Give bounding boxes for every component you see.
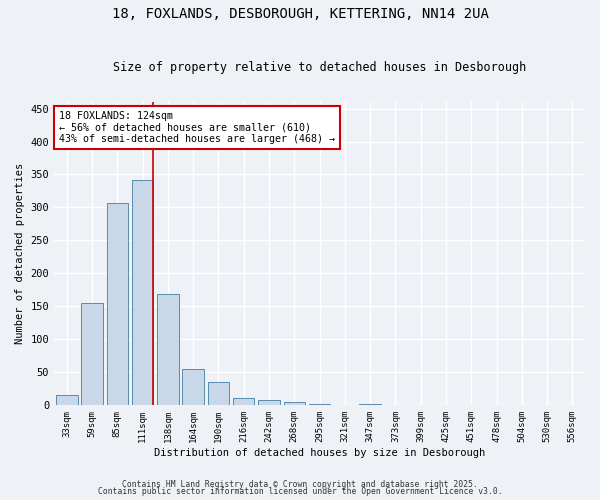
Y-axis label: Number of detached properties: Number of detached properties <box>15 163 25 344</box>
Bar <box>233 398 254 405</box>
Text: Contains public sector information licensed under the Open Government Licence v3: Contains public sector information licen… <box>98 488 502 496</box>
Bar <box>107 203 128 405</box>
Bar <box>132 180 154 405</box>
Bar <box>258 400 280 405</box>
Bar <box>82 303 103 405</box>
Title: Size of property relative to detached houses in Desborough: Size of property relative to detached ho… <box>113 62 526 74</box>
Bar <box>359 404 381 405</box>
X-axis label: Distribution of detached houses by size in Desborough: Distribution of detached houses by size … <box>154 448 485 458</box>
Text: 18 FOXLANDS: 124sqm
← 56% of detached houses are smaller (610)
43% of semi-detac: 18 FOXLANDS: 124sqm ← 56% of detached ho… <box>59 111 335 144</box>
Bar <box>56 395 77 405</box>
Bar <box>309 404 331 405</box>
Bar <box>182 368 204 405</box>
Text: 18, FOXLANDS, DESBOROUGH, KETTERING, NN14 2UA: 18, FOXLANDS, DESBOROUGH, KETTERING, NN1… <box>112 8 488 22</box>
Text: Contains HM Land Registry data © Crown copyright and database right 2025.: Contains HM Land Registry data © Crown c… <box>122 480 478 489</box>
Bar <box>157 294 179 405</box>
Bar <box>208 382 229 405</box>
Bar <box>284 402 305 405</box>
